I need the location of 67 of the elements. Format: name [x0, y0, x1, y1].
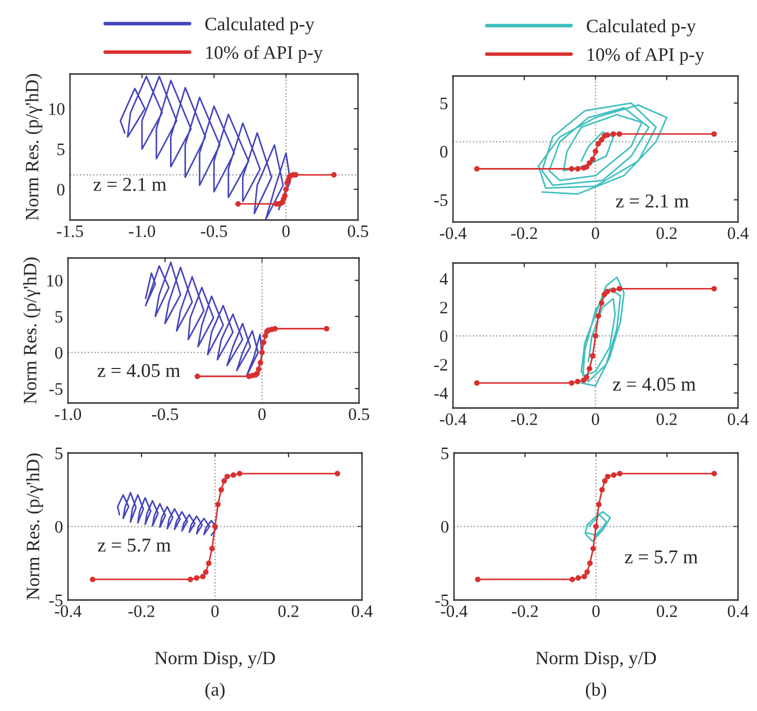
x-tick-label: -1.5: [56, 225, 84, 238]
y-tick-label: -4: [434, 388, 448, 400]
y-tick-label: 10: [49, 103, 64, 115]
x-tick-label: -0.5: [152, 408, 178, 420]
y-tick-label: 0: [440, 146, 448, 158]
y-tick-label: 2: [440, 302, 448, 314]
x-tick-label: -0.5: [200, 225, 228, 238]
x-tick-label: 0: [592, 605, 600, 618]
x-tick-label: 0: [592, 413, 600, 426]
y-tick-label: 0: [55, 520, 62, 533]
x-tick-label: -1.0: [128, 225, 156, 238]
y-tick-label: 5: [55, 448, 62, 460]
x-tick-label: 0: [282, 225, 290, 238]
annotation: z = 5.7 m: [624, 550, 698, 564]
y-axis-title: Norm Res. (p/γ'hD): [26, 454, 44, 600]
annotation: z = 2.1 m: [94, 178, 166, 192]
x-tick-label: -1.0: [54, 408, 82, 420]
legend-label: Calculated p-y: [586, 19, 696, 36]
x-tick-label: 0.4: [728, 227, 749, 240]
x-tick-label: -0.4: [54, 605, 82, 618]
x-tick-label: 0: [258, 408, 266, 420]
y-tick-label: 0: [441, 520, 448, 533]
y-tick-label: -5: [435, 594, 448, 606]
x-tick-label: 0: [592, 227, 600, 240]
x-tick-label: 0.4: [352, 605, 373, 618]
y-tick-label: -2: [434, 358, 448, 370]
x-axis-title: Norm Disp, y/D: [536, 652, 656, 668]
y-tick-label: 4: [440, 273, 448, 285]
text: (b): [586, 682, 606, 700]
x-tick-label: 0.5: [348, 408, 370, 420]
x-tick-label: -0.2: [511, 227, 538, 240]
x-tick-label: 0.2: [278, 605, 298, 618]
x-tick-label: -0.2: [512, 605, 538, 618]
y-tick-label: -5: [49, 383, 62, 395]
annotation: z = 2.1 m: [616, 194, 689, 208]
x-tick-label: 0.4: [728, 413, 749, 426]
y-tick-label: 0: [55, 346, 62, 359]
annotation: z = 4.05 m: [98, 364, 180, 378]
y-tick-label: 5: [440, 98, 448, 110]
y-tick-label: 5: [55, 311, 62, 323]
x-tick-label: 0.4: [728, 605, 749, 618]
x-axis-title: Norm Disp, y/D: [154, 652, 275, 668]
y-tick-label: 10: [47, 274, 62, 287]
y-axis-title: Norm Res. (p/γ'hD): [23, 258, 40, 404]
x-tick-label: 0.2: [656, 605, 677, 618]
annotation: z = 4.05 m: [613, 378, 696, 391]
y-tick-label: 0: [57, 184, 64, 196]
x-tick-label: 0.5: [348, 225, 368, 238]
y-tick-label: -5: [434, 194, 448, 206]
legend-label: Calculated p-y: [205, 17, 314, 34]
y-tick-label: 0: [440, 330, 448, 342]
x-tick-label: -0.4: [440, 413, 466, 426]
x-tick-label: 0.2: [656, 413, 677, 426]
annotation: z = 5.7 m: [98, 538, 171, 552]
y-tick-label: 5: [441, 448, 448, 460]
x-tick-label: -0.4: [440, 605, 468, 618]
y-tick-label: -5: [49, 594, 62, 606]
x-tick-label: -0.2: [511, 413, 538, 426]
x-tick-label: 0.2: [656, 227, 677, 240]
y-tick-label: 5: [57, 144, 64, 156]
legend-label: 10% of API p-y: [588, 48, 704, 65]
x-tick-label: -0.4: [440, 227, 466, 240]
y-axis-title: Norm Res. (p/γ'hD): [25, 74, 42, 220]
x-tick-label: 0: [211, 605, 219, 618]
x-tick-label: -0.2: [128, 605, 154, 618]
text: (a): [205, 682, 225, 700]
legend-label: 10% of API p-y: [206, 46, 323, 63]
